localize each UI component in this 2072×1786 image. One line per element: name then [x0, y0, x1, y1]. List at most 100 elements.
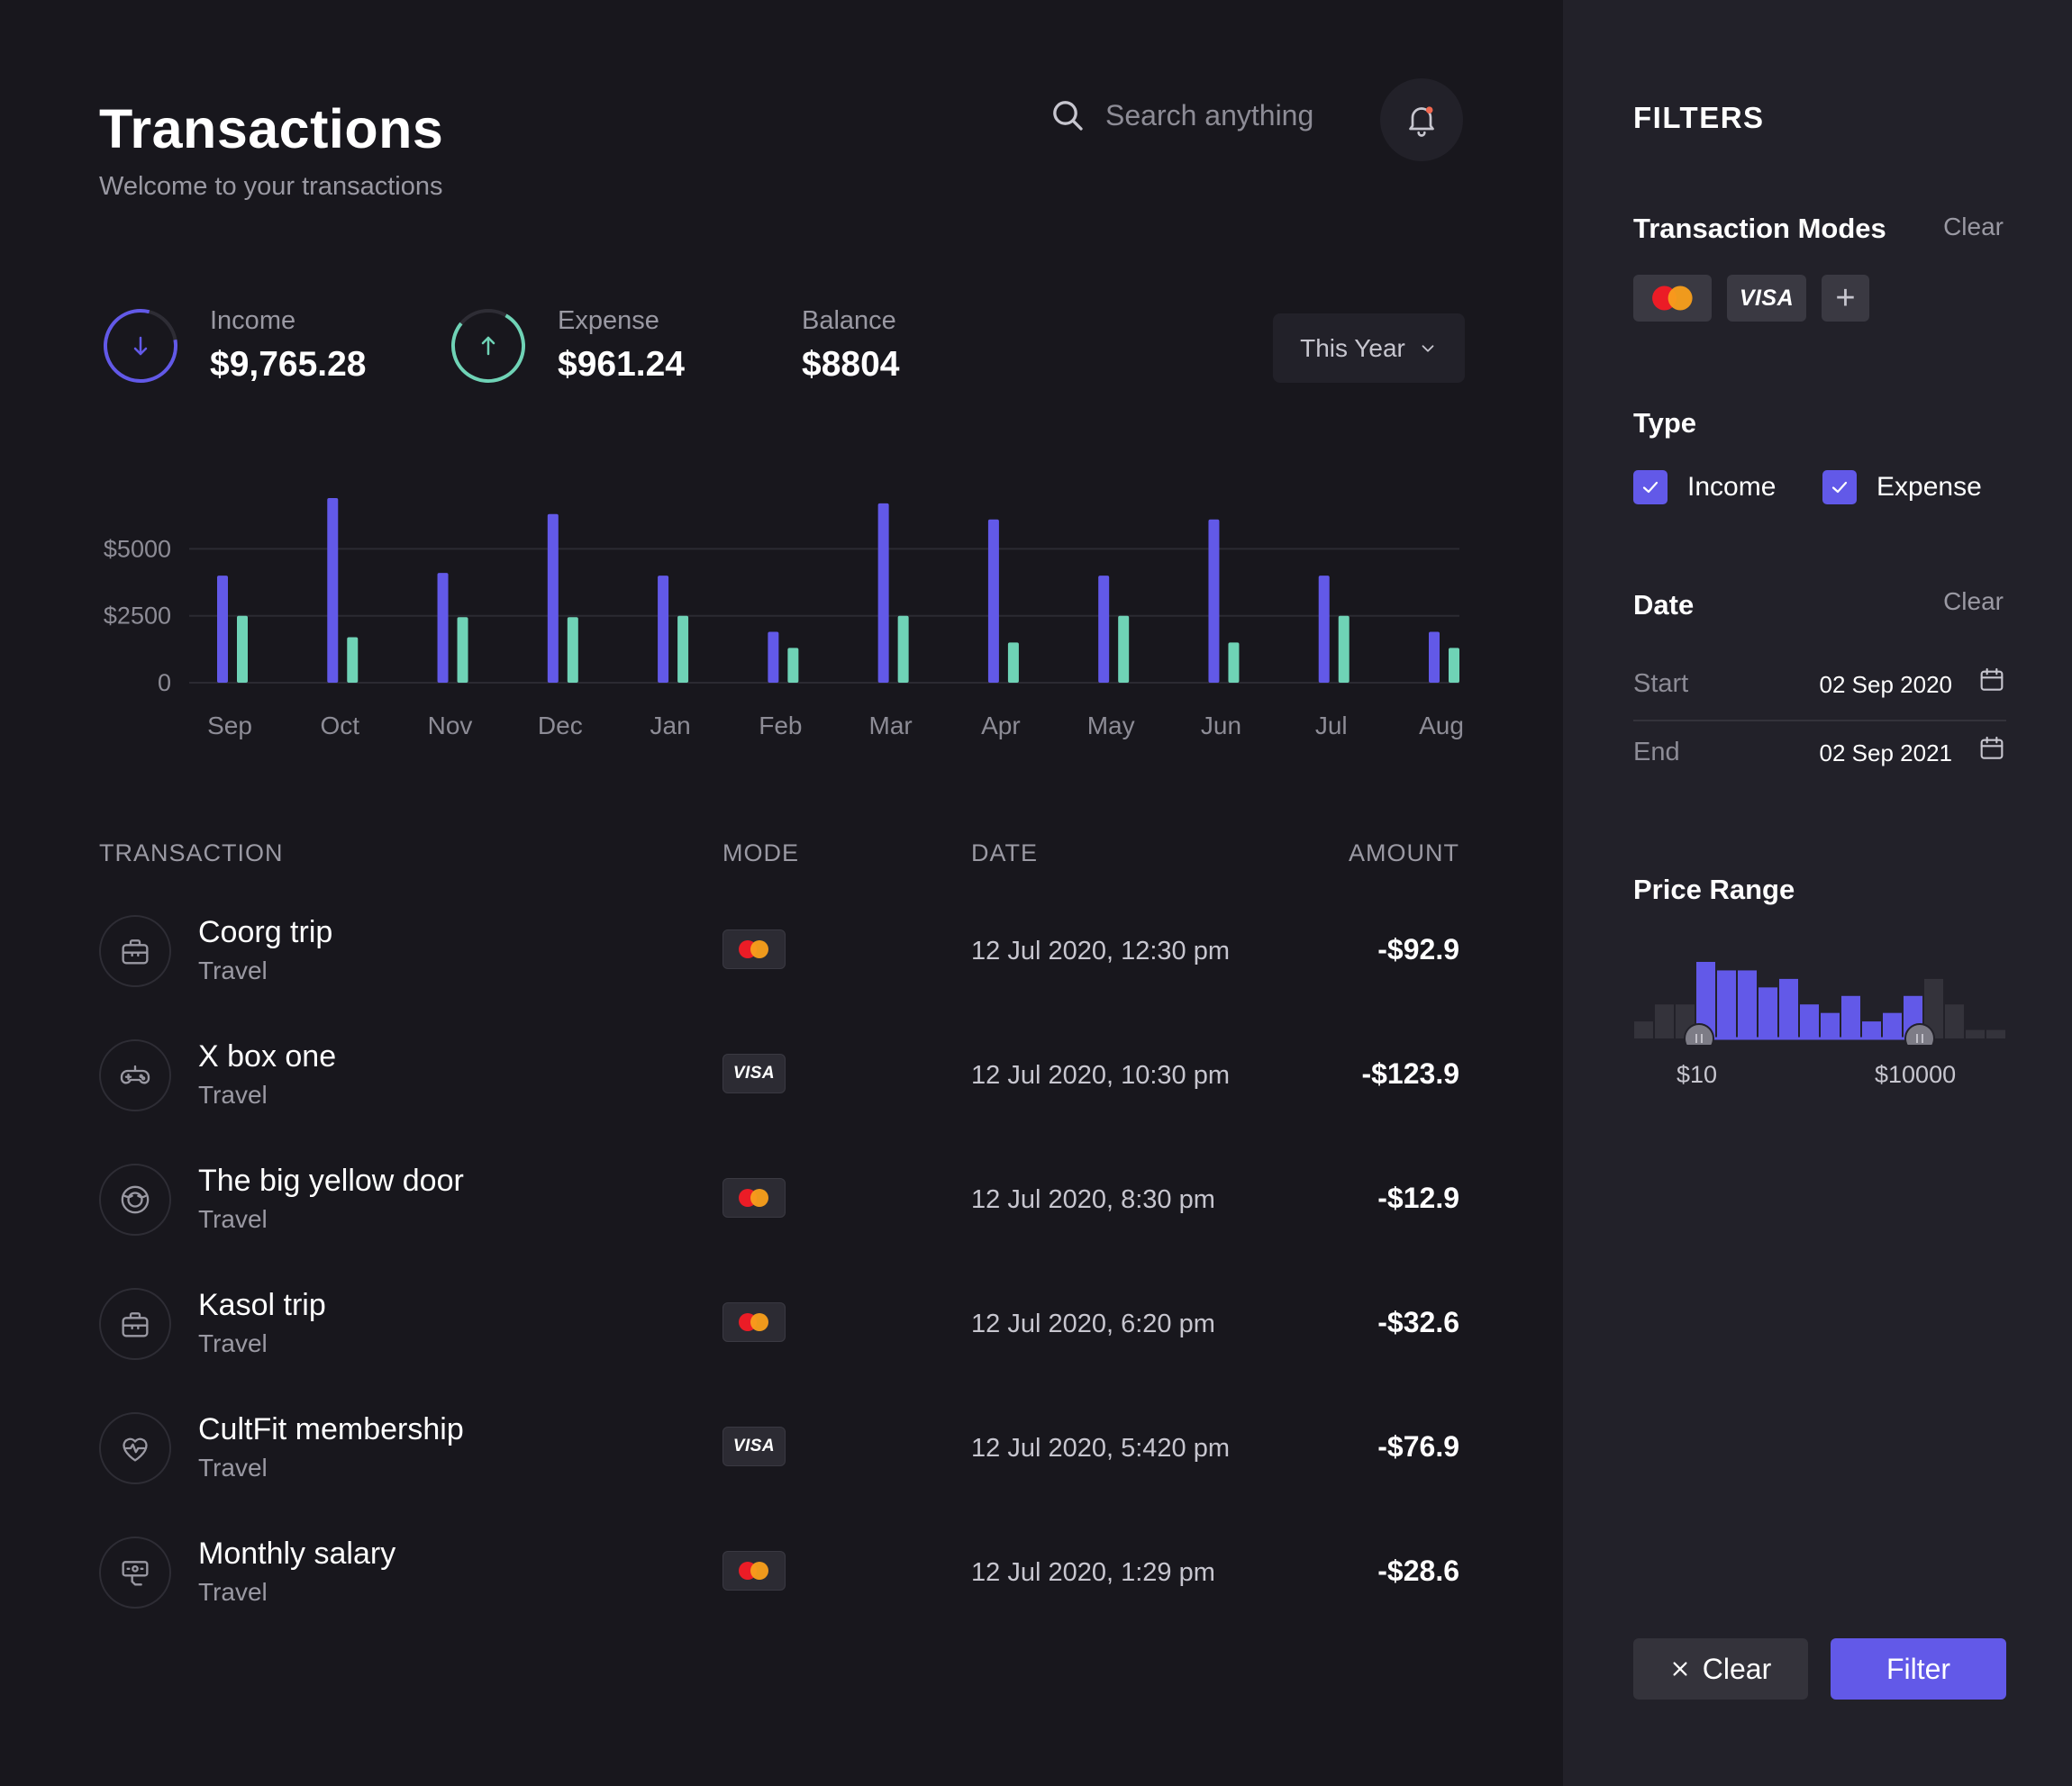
- expense-bar[interactable]: [237, 615, 248, 683]
- income-bar[interactable]: [437, 573, 449, 683]
- table-row[interactable]: CultFit membership Travel VISA 12 Jul 20…: [99, 1409, 1459, 1490]
- monthly-bar-chart: 0 $2500 $5000 Sep Oct Nov Dec Jan Feb Mar Apr May Ju…: [104, 497, 1464, 739]
- search-icon: [1053, 101, 1083, 131]
- income-bar[interactable]: [547, 513, 559, 683]
- food-icon: [99, 1164, 171, 1236]
- end-date-field[interactable]: End 02 Sep 2021: [1633, 729, 2006, 783]
- expense-bar[interactable]: [347, 637, 359, 683]
- transaction-category: Travel: [198, 1578, 268, 1606]
- visa-icon: VISA: [732, 1437, 776, 1455]
- notifications-button[interactable]: [1380, 78, 1463, 161]
- transaction-category: Travel: [198, 1454, 268, 1482]
- income-bar[interactable]: [1098, 576, 1110, 683]
- mastercard-icon: [739, 940, 769, 958]
- histogram-bar: [1966, 1029, 1985, 1038]
- calendar-icon[interactable]: [1977, 734, 2006, 763]
- clear-filters-button[interactable]: Clear: [1633, 1638, 1808, 1700]
- expense-stat: Expense $961.24: [450, 306, 685, 385]
- income-bar[interactable]: [768, 631, 779, 683]
- balance-value: $8804: [802, 345, 900, 384]
- expense-bar[interactable]: [1118, 615, 1130, 683]
- x-tick-label: Jul: [1315, 712, 1348, 739]
- calendar-icon[interactable]: [1977, 666, 2006, 694]
- visa-icon: VISA: [1739, 285, 1795, 311]
- histogram-bar: [1841, 995, 1860, 1038]
- period-select-value: This Year: [1300, 333, 1405, 362]
- histogram-bar: [1634, 1021, 1653, 1038]
- column-header-transaction: TRANSACTION: [99, 839, 284, 866]
- price-max-handle[interactable]: [1904, 1023, 1935, 1045]
- income-bar[interactable]: [877, 503, 889, 683]
- expense-bar[interactable]: [1449, 648, 1459, 683]
- income-value: $9,765.28: [210, 345, 367, 384]
- heart-pulse-icon: [99, 1412, 171, 1484]
- expense-checkbox-label: Expense: [1877, 472, 1982, 502]
- expense-bar[interactable]: [1338, 615, 1350, 683]
- balance-label: Balance: [802, 306, 896, 335]
- date-heading: Date: [1633, 589, 1695, 621]
- expense-ring-icon: [451, 308, 525, 383]
- expense-bar[interactable]: [1228, 642, 1240, 683]
- search-input[interactable]: [1105, 98, 1340, 132]
- price-range-heading: Price Range: [1633, 874, 1795, 905]
- income-bar[interactable]: [327, 497, 339, 683]
- income-bar[interactable]: [1429, 631, 1440, 683]
- visa-mode-chip[interactable]: VISA: [1727, 275, 1806, 322]
- column-header-amount: AMOUNT: [1349, 839, 1459, 866]
- payment-mode-badge: VISA: [722, 1054, 786, 1093]
- transaction-date: 12 Jul 2020, 10:30 pm: [971, 1061, 1230, 1090]
- income-bar[interactable]: [987, 519, 999, 683]
- expense-bar[interactable]: [567, 617, 578, 683]
- briefcase-icon: [99, 1288, 171, 1360]
- x-tick-label: Apr: [981, 712, 1021, 739]
- expense-bar[interactable]: [677, 615, 689, 683]
- gamepad-icon: [99, 1039, 171, 1111]
- transaction-amount: -$32.6: [1377, 1306, 1459, 1338]
- transaction-name: Monthly salary: [198, 1537, 396, 1571]
- apply-filter-button[interactable]: Filter: [1831, 1638, 2006, 1700]
- x-tick-label: Feb: [759, 712, 802, 739]
- income-bar[interactable]: [658, 576, 669, 683]
- price-range-slider[interactable]: [1633, 950, 2006, 1045]
- expense-checkbox[interactable]: Expense: [1822, 470, 1982, 504]
- income-checkbox[interactable]: Income: [1633, 470, 1776, 504]
- payment-mode-badge: [722, 1302, 786, 1342]
- x-tick-label: Jun: [1201, 712, 1241, 739]
- table-row[interactable]: Coorg trip Travel 12 Jul 2020, 12:30 pm …: [99, 911, 1459, 993]
- search-bar[interactable]: [1050, 97, 1340, 133]
- transaction-amount: -$28.6: [1377, 1555, 1459, 1587]
- expense-bar[interactable]: [787, 648, 799, 683]
- expense-label: Expense: [558, 306, 659, 335]
- expense-bar[interactable]: [457, 617, 468, 683]
- income-stat: Income $9,765.28: [102, 306, 367, 385]
- histogram-bar: [1758, 987, 1777, 1038]
- table-row[interactable]: Monthly salary Travel 12 Jul 2020, 1:29 …: [99, 1533, 1459, 1614]
- histogram-bar: [1738, 970, 1757, 1038]
- table-row[interactable]: Kasol trip Travel 12 Jul 2020, 6:20 pm -…: [99, 1284, 1459, 1365]
- start-date-field[interactable]: Start 02 Sep 2020: [1633, 660, 2006, 714]
- start-date-value: 02 Sep 2020: [1819, 671, 1952, 698]
- expense-bar[interactable]: [897, 615, 909, 683]
- x-tick-label: Sep: [207, 712, 252, 739]
- x-tick-label: Oct: [320, 712, 359, 739]
- transaction-date: 12 Jul 2020, 1:29 pm: [971, 1558, 1215, 1587]
- table-row[interactable]: The big yellow door Travel 12 Jul 2020, …: [99, 1160, 1459, 1241]
- income-bar[interactable]: [1318, 576, 1330, 683]
- date-clear-link[interactable]: Clear: [1943, 587, 2004, 615]
- table-row[interactable]: X box one Travel VISA 12 Jul 2020, 10:30…: [99, 1036, 1459, 1117]
- price-min-handle[interactable]: [1684, 1023, 1714, 1045]
- mastercard-icon: [739, 1189, 769, 1207]
- modes-clear-link[interactable]: Clear: [1943, 213, 2004, 240]
- income-bar[interactable]: [1208, 519, 1220, 683]
- mastercard-mode-chip[interactable]: [1633, 275, 1712, 322]
- period-select[interactable]: This Year: [1273, 313, 1465, 383]
- column-header-mode: MODE: [722, 839, 799, 866]
- transaction-category: Travel: [198, 1329, 268, 1357]
- income-bar[interactable]: [217, 576, 228, 683]
- y-tick-label: $2500: [104, 603, 171, 630]
- payment-mode-badge: [722, 929, 786, 969]
- x-tick-label: Jan: [650, 712, 691, 739]
- histogram-bar: [1800, 1004, 1819, 1038]
- expense-bar[interactable]: [1007, 642, 1019, 683]
- add-mode-button[interactable]: +: [1822, 275, 1869, 322]
